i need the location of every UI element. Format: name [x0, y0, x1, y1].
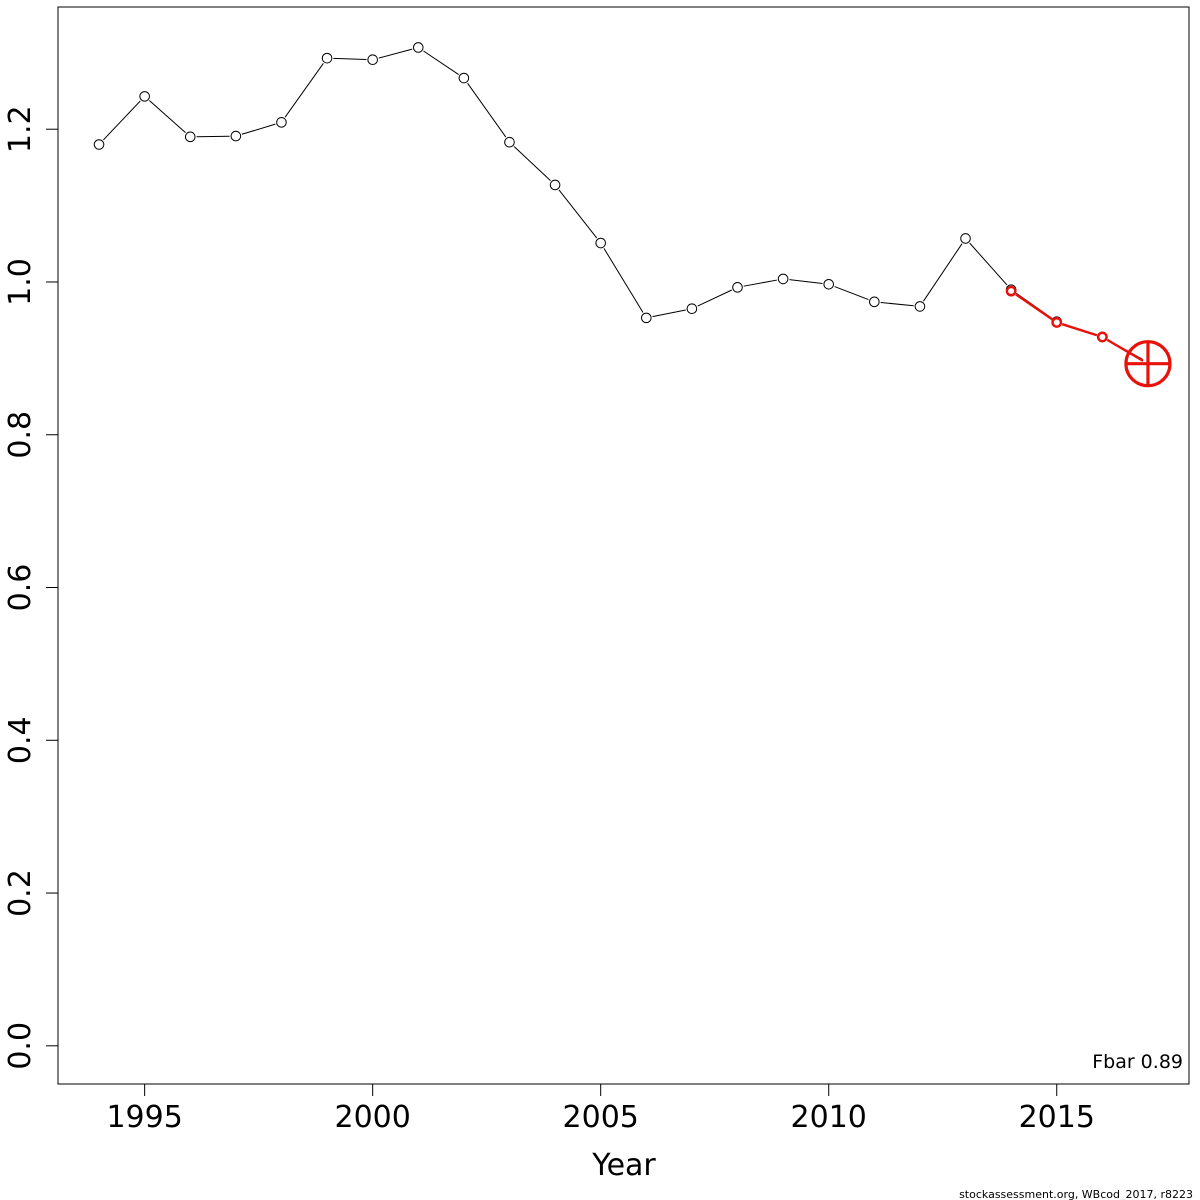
y-tick-label: 0.0 [3, 1022, 38, 1070]
plot-frame [57, 6, 1190, 1085]
data-point [230, 130, 242, 142]
series-line-segment [196, 135, 230, 138]
series-line-segment [378, 48, 413, 59]
data-point [321, 52, 333, 64]
x-tick-label: 2015 [1019, 1100, 1095, 1135]
series-line-segment [1061, 323, 1098, 337]
data-point [1051, 317, 1063, 328]
data-point [595, 237, 606, 249]
series-line-segment [513, 146, 551, 182]
data-point [641, 312, 652, 324]
series-2 [1005, 285, 1144, 362]
x-tick-label: 2000 [334, 1100, 410, 1135]
series-line-segment [1106, 338, 1144, 362]
data-point [869, 296, 880, 308]
data-point [549, 179, 561, 191]
series-line-segment [284, 63, 324, 118]
data-point [686, 303, 698, 315]
fbar-annotation: Fbar 0.89 [1092, 1051, 1183, 1073]
y-tick-label: 0.4 [3, 716, 38, 764]
data-point [276, 117, 287, 128]
data-point [504, 136, 515, 148]
series-line-segment [149, 100, 186, 134]
y-tick-label: 0.6 [3, 564, 38, 612]
data-point [777, 273, 789, 285]
data-point [412, 42, 424, 53]
series-line-segment [1015, 293, 1053, 321]
data-point [732, 282, 743, 293]
data-point [960, 233, 971, 244]
series-line-segment [241, 123, 276, 135]
data-point [1096, 331, 1108, 343]
data-point [1005, 285, 1017, 297]
data-point [139, 91, 150, 102]
data-point [914, 301, 926, 312]
y-tick-label: 1.2 [3, 105, 38, 153]
axes: 1995 2000 2005 2010 2015 0.0 0.2 0.4 0.6 0.8 1.0 1.… [3, 105, 1095, 1135]
highlight-layer [1124, 340, 1172, 388]
series-line-segment [558, 189, 598, 239]
series-1 [93, 42, 1143, 360]
data-point [367, 54, 378, 66]
series-line-segment [880, 301, 914, 307]
y-tick-label: 1.0 [3, 258, 38, 306]
y-tick-label: 0.2 [3, 869, 38, 917]
series-line-segment [743, 279, 778, 287]
x-axis-title: Year [591, 1148, 656, 1183]
data-point [458, 72, 470, 84]
data-point [823, 278, 835, 290]
data-point [184, 131, 196, 143]
credit-text: stockassessment.org, WBcod_2017, r8223 [959, 1188, 1193, 1200]
series-line-segment [333, 57, 367, 60]
series-line-segment [697, 289, 733, 307]
series-line-segment [652, 309, 686, 318]
x-tick-label: 2010 [791, 1100, 867, 1135]
series-line-segment [789, 279, 823, 285]
x-tick-label: 2005 [563, 1100, 639, 1135]
series-layer [93, 42, 1144, 362]
data-point [93, 139, 105, 150]
series-line-segment [467, 82, 507, 138]
y-tick-label: 0.8 [3, 411, 38, 459]
series-line-segment [969, 242, 1008, 286]
series-line-segment [923, 243, 963, 302]
x-tick-label: 1995 [106, 1100, 182, 1135]
series-line-segment [603, 248, 644, 313]
series-line-segment [834, 286, 869, 301]
series-line-segment [103, 100, 141, 141]
series-line-segment [423, 50, 459, 75]
